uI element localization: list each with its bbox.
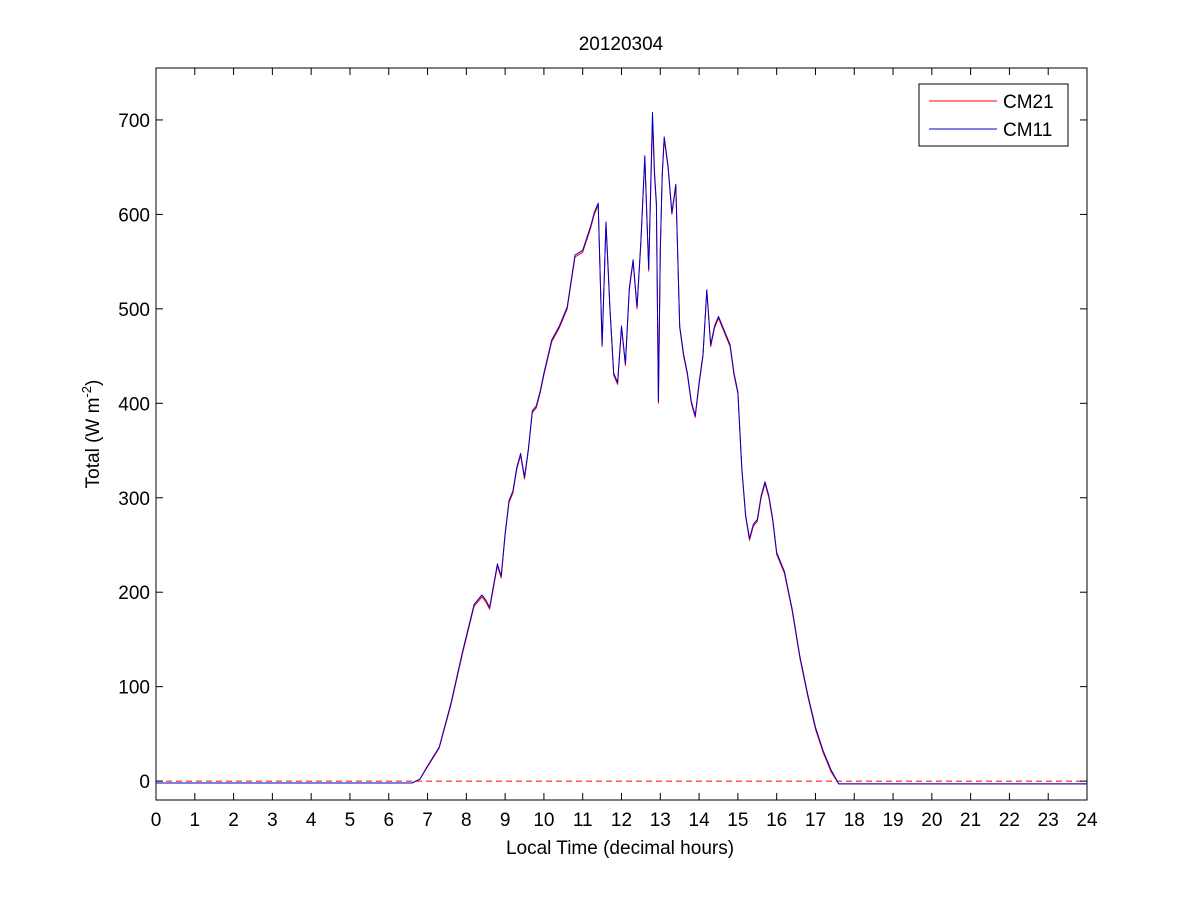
x-axis-label: Local Time (decimal hours) xyxy=(506,838,734,859)
y-axis-label-superscript: -2 xyxy=(79,386,94,398)
y-tick-label: 200 xyxy=(118,583,150,604)
x-tick-label: 9 xyxy=(500,810,511,831)
y-tick-label: 700 xyxy=(118,111,150,132)
x-tick-label: 13 xyxy=(650,810,671,831)
x-tick-label: 15 xyxy=(727,810,748,831)
x-tick-label: 1 xyxy=(190,810,201,831)
series-layer xyxy=(156,111,1087,785)
x-tick-label: 24 xyxy=(1076,810,1098,831)
y-tick-label: 100 xyxy=(118,678,150,699)
x-tick-label: 6 xyxy=(383,810,394,831)
x-tick-label: 20 xyxy=(921,810,942,831)
series-line-cm11 xyxy=(156,111,1087,785)
y-tick-label: 600 xyxy=(118,205,150,226)
x-tick-label: 5 xyxy=(345,810,356,831)
x-tick-label: 19 xyxy=(882,810,903,831)
plot-frame xyxy=(155,67,1088,801)
legend-label-cm21: CM21 xyxy=(1003,92,1054,113)
x-tick-label: 4 xyxy=(306,810,317,831)
legend-box xyxy=(918,83,1069,147)
y-axis-label-prefix: Total (W m xyxy=(83,398,104,489)
chart-title: 20120304 xyxy=(579,34,664,55)
x-tick-label: 21 xyxy=(960,810,981,831)
y-axis: 0 100 200 300 400 500 600 700 xyxy=(118,111,1087,793)
y-tick-label: 400 xyxy=(118,394,150,415)
x-tick-label: 14 xyxy=(689,810,711,831)
y-tick-label: 0 xyxy=(139,772,150,793)
y-tick-label: 500 xyxy=(118,300,150,321)
x-tick-label: 12 xyxy=(611,810,632,831)
legend: CM21 CM11 xyxy=(918,83,1069,147)
x-tick-label: 3 xyxy=(267,810,278,831)
x-tick-label: 7 xyxy=(422,810,433,831)
y-axis-label: Total (W m-2) xyxy=(79,380,104,489)
x-tick-label: 0 xyxy=(151,810,162,831)
x-tick-label: 2 xyxy=(228,810,239,831)
x-tick-label: 16 xyxy=(766,810,787,831)
x-tick-label: 10 xyxy=(533,810,554,831)
x-tick-label: 18 xyxy=(844,810,865,831)
x-tick-label: 11 xyxy=(573,810,593,831)
x-tick-label: 17 xyxy=(805,810,826,831)
x-tick-label: 8 xyxy=(461,810,472,831)
y-tick-label: 300 xyxy=(118,489,150,510)
x-tick-label: 23 xyxy=(1038,810,1059,831)
y-axis-label-suffix: ) xyxy=(83,380,104,386)
x-axis: 0 1 2 3 4 5 6 7 8 9 10 11 12 13 14 15 16 17 18 19 20 21 22 23 24 xyxy=(151,68,1098,831)
x-tick-label: 22 xyxy=(999,810,1020,831)
legend-label-cm11: CM11 xyxy=(1003,120,1052,141)
